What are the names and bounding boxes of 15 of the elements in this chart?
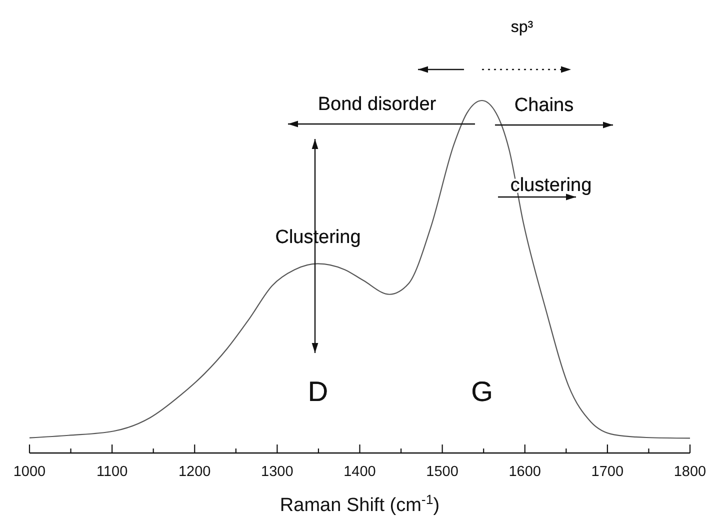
x-tick-label: 1800 — [674, 464, 706, 480]
x-tick-label: 1100 — [96, 464, 128, 480]
annotation: Chains — [514, 95, 574, 116]
text: sp³ — [510, 19, 534, 36]
x-axis-title: Raman Shift (cm$^{-1}$) — [280, 492, 440, 516]
x-tick-label: 1000 — [13, 464, 46, 480]
x-tick-label: 1300 — [261, 464, 294, 480]
x-tick-label: 1600 — [508, 464, 542, 480]
x-tick-label: 1500 — [426, 464, 458, 480]
x-tick-label: 1200 — [178, 464, 211, 480]
x-tick-label: 1700 — [591, 464, 624, 480]
annotation: G — [471, 376, 493, 407]
annotation: Bond disorder — [318, 94, 437, 115]
annotation: D — [308, 376, 328, 407]
x-tick-label: 1400 — [344, 464, 376, 480]
